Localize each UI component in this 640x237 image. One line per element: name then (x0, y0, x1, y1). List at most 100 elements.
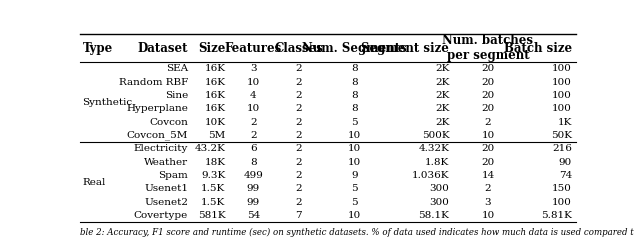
Text: Real: Real (83, 178, 106, 187)
Text: ble 2: Accuracy, F1 score and runtime (sec) on synthetic datasets. % of data use: ble 2: Accuracy, F1 score and runtime (s… (80, 228, 634, 237)
Text: 4.32K: 4.32K (419, 144, 449, 153)
Text: 8: 8 (351, 104, 358, 113)
Text: Num. batches
per segment: Num. batches per segment (442, 34, 534, 62)
Text: 216: 216 (552, 144, 572, 153)
Text: SEA: SEA (166, 64, 188, 73)
Text: Dataset: Dataset (138, 41, 188, 55)
Text: Batch size: Batch size (504, 41, 572, 55)
Text: 1.8K: 1.8K (425, 158, 449, 167)
Text: 2K: 2K (435, 78, 449, 87)
Text: 3: 3 (484, 198, 492, 207)
Text: 10: 10 (246, 78, 260, 87)
Text: 16K: 16K (204, 64, 225, 73)
Text: 2: 2 (484, 184, 492, 193)
Text: 20: 20 (481, 64, 495, 73)
Text: 581K: 581K (198, 211, 225, 220)
Text: 2: 2 (295, 104, 302, 113)
Text: 499: 499 (243, 171, 263, 180)
Text: 10: 10 (348, 158, 362, 167)
Text: 99: 99 (246, 198, 260, 207)
Text: 10: 10 (348, 211, 362, 220)
Text: 2K: 2K (435, 104, 449, 113)
Text: 18K: 18K (204, 158, 225, 167)
Text: 10: 10 (481, 131, 495, 140)
Text: 1.5K: 1.5K (201, 198, 225, 207)
Text: 1.036K: 1.036K (412, 171, 449, 180)
Text: 58.1K: 58.1K (419, 211, 449, 220)
Text: 8: 8 (351, 91, 358, 100)
Text: 2: 2 (295, 198, 302, 207)
Text: 43.2K: 43.2K (195, 144, 225, 153)
Text: 100: 100 (552, 91, 572, 100)
Text: 100: 100 (552, 198, 572, 207)
Text: Hyperplane: Hyperplane (126, 104, 188, 113)
Text: Type: Type (83, 41, 113, 55)
Text: 16K: 16K (204, 78, 225, 87)
Text: Num. Segments: Num. Segments (302, 41, 407, 55)
Text: Sine: Sine (164, 91, 188, 100)
Text: 2K: 2K (435, 118, 449, 127)
Text: 2: 2 (250, 131, 257, 140)
Text: 10: 10 (348, 131, 362, 140)
Text: 2: 2 (295, 131, 302, 140)
Text: Size: Size (198, 41, 225, 55)
Text: 2: 2 (295, 158, 302, 167)
Text: 150: 150 (552, 184, 572, 193)
Text: Segment size: Segment size (362, 41, 449, 55)
Text: 54: 54 (246, 211, 260, 220)
Text: 100: 100 (552, 78, 572, 87)
Text: 20: 20 (481, 144, 495, 153)
Text: Covcon_5M: Covcon_5M (127, 131, 188, 140)
Text: 2: 2 (295, 91, 302, 100)
Text: Electricity: Electricity (134, 144, 188, 153)
Text: 2: 2 (295, 144, 302, 153)
Text: 300: 300 (429, 198, 449, 207)
Text: 2: 2 (295, 78, 302, 87)
Text: 2: 2 (295, 184, 302, 193)
Text: 8: 8 (351, 78, 358, 87)
Text: 2: 2 (295, 64, 302, 73)
Text: Classes: Classes (274, 41, 323, 55)
Text: 2: 2 (295, 171, 302, 180)
Text: 4: 4 (250, 91, 257, 100)
Text: 20: 20 (481, 158, 495, 167)
Text: 10: 10 (246, 104, 260, 113)
Text: 16K: 16K (204, 104, 225, 113)
Text: 9: 9 (351, 171, 358, 180)
Text: 99: 99 (246, 184, 260, 193)
Text: 1.5K: 1.5K (201, 184, 225, 193)
Text: Covcon: Covcon (149, 118, 188, 127)
Text: 90: 90 (559, 158, 572, 167)
Text: 5: 5 (351, 118, 358, 127)
Text: 74: 74 (559, 171, 572, 180)
Text: 2: 2 (250, 118, 257, 127)
Text: 8: 8 (351, 64, 358, 73)
Text: 300: 300 (429, 184, 449, 193)
Text: Random RBF: Random RBF (119, 78, 188, 87)
Text: 10: 10 (481, 211, 495, 220)
Text: 3: 3 (250, 64, 257, 73)
Text: 10K: 10K (204, 118, 225, 127)
Text: 20: 20 (481, 104, 495, 113)
Text: Usenet2: Usenet2 (144, 198, 188, 207)
Text: Spam: Spam (158, 171, 188, 180)
Text: 5M: 5M (208, 131, 225, 140)
Text: 100: 100 (552, 64, 572, 73)
Text: 6: 6 (250, 144, 257, 153)
Text: Synthetic: Synthetic (83, 98, 132, 107)
Text: 20: 20 (481, 78, 495, 87)
Text: 1K: 1K (557, 118, 572, 127)
Text: 50K: 50K (551, 131, 572, 140)
Text: 5: 5 (351, 184, 358, 193)
Text: 2K: 2K (435, 91, 449, 100)
Text: 7: 7 (295, 211, 302, 220)
Text: Usenet1: Usenet1 (144, 184, 188, 193)
Text: 16K: 16K (204, 91, 225, 100)
Text: 5: 5 (351, 198, 358, 207)
Text: 9.3K: 9.3K (201, 171, 225, 180)
Text: Features: Features (225, 41, 282, 55)
Text: Covertype: Covertype (134, 211, 188, 220)
Text: 20: 20 (481, 91, 495, 100)
Text: 10: 10 (348, 144, 362, 153)
Text: 2K: 2K (435, 64, 449, 73)
